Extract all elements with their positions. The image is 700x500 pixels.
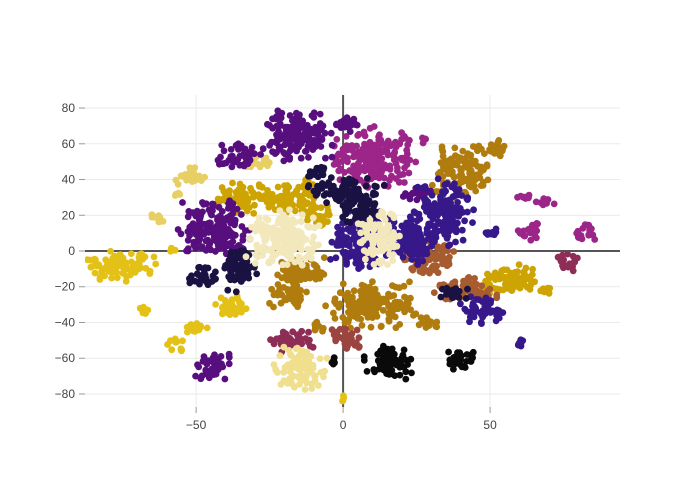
scatter-cluster	[214, 140, 267, 171]
y-tick-label: 0	[68, 244, 75, 258]
scatter-cluster	[333, 114, 361, 136]
scatter-cluster	[415, 314, 441, 331]
scatter-cluster	[171, 189, 184, 199]
scatter-cluster	[486, 137, 508, 160]
scatter-cluster	[212, 179, 266, 216]
scatter-cluster	[514, 336, 527, 350]
scatter-cluster	[554, 250, 581, 275]
scatter-cluster	[264, 107, 336, 165]
scatter-cluster	[322, 278, 420, 332]
scatter-cluster	[480, 261, 538, 298]
y-tick-label: −20	[55, 280, 76, 294]
scatter-cluster	[306, 163, 328, 181]
y-tick-label: −60	[55, 351, 76, 365]
y-tick-label: 20	[62, 208, 76, 222]
scatter-cluster	[136, 303, 152, 317]
axes: −50 0 50 80 60 40 20 0 −20 −40 −60 −80	[55, 101, 497, 432]
scatter-cluster	[183, 320, 211, 336]
scatter-cluster	[174, 197, 254, 258]
scatter-cluster	[212, 292, 250, 318]
scatter-cluster	[360, 342, 415, 383]
scatter-cluster	[148, 211, 167, 226]
scatter-cluster	[330, 123, 420, 191]
scatter-cluster	[482, 225, 500, 239]
y-tick-label: −40	[55, 315, 76, 329]
scatter-cluster	[266, 284, 310, 311]
scatter-cluster	[242, 206, 323, 269]
scatter-cluster	[532, 195, 558, 209]
x-tick-label: 50	[483, 418, 497, 432]
scatter-points	[85, 107, 599, 405]
scatter-cluster	[514, 220, 541, 244]
scatter-cluster	[514, 191, 533, 202]
scatter-cluster	[167, 244, 179, 255]
scatter-cluster	[437, 284, 471, 302]
scatter-cluster	[186, 263, 220, 289]
scatter-cluster	[410, 175, 477, 250]
scatter-cluster	[537, 284, 554, 297]
scatter-cluster	[221, 245, 263, 296]
scatter-cluster	[267, 327, 317, 356]
y-tick-label: 80	[62, 101, 76, 115]
scatter-cluster	[457, 293, 507, 327]
scatter-cluster	[172, 164, 209, 188]
scatter-cluster	[304, 200, 333, 229]
scatter-cluster	[328, 354, 338, 368]
x-tick-label: 0	[340, 418, 347, 432]
scatter-cluster	[354, 208, 403, 268]
y-tick-label: 40	[62, 173, 76, 187]
x-tick-label: −50	[186, 418, 207, 432]
scatter-cluster	[311, 318, 327, 335]
scatter-cluster	[339, 392, 348, 405]
scatter-cluster	[419, 134, 429, 147]
scatter-cluster	[270, 343, 331, 393]
scatter-cluster	[85, 247, 160, 285]
scatter-cluster	[428, 142, 492, 201]
y-tick-label: −80	[55, 387, 76, 401]
scatter-cluster	[164, 335, 186, 355]
scatter-cluster	[328, 325, 363, 352]
y-tick-label: 60	[62, 137, 76, 151]
scatter-cluster	[573, 221, 599, 243]
scatter-cluster	[445, 348, 477, 373]
scatter-cluster	[192, 350, 233, 383]
